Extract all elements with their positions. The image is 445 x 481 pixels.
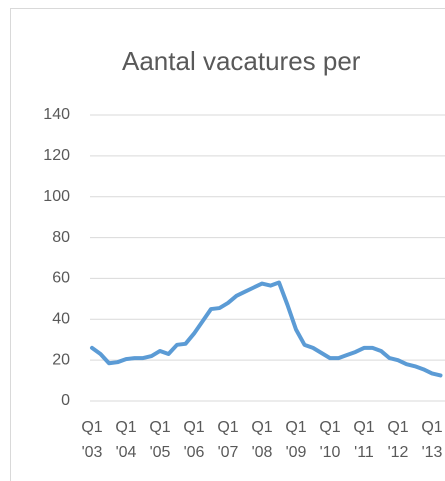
y-tick-label: 80 [52,229,70,246]
x-tick-label: Q1 '13 [421,419,443,461]
x-tick-label: Q1 '11 [353,419,375,461]
y-tick-label: 0 [61,392,70,409]
x-tick-label: Q1 '10 [319,419,341,461]
y-tick-label: 60 [52,270,70,287]
chart-border [10,8,445,481]
y-tick-label: 100 [43,188,70,205]
x-tick-label: Q1 '08 [251,419,273,461]
y-tick-label: 20 [52,351,70,368]
x-tick-label: Q1 '05 [149,419,171,461]
y-tick-label: 40 [52,311,70,328]
y-tick-label: 140 [43,106,70,123]
x-tick-label: Q1 '03 [81,419,103,461]
x-tick-label: Q1 '07 [217,419,239,461]
chart-title: Aantal vacatures per [122,46,361,76]
y-tick-label: 120 [43,147,70,164]
line [90,280,443,378]
x-tick-label: Q1 '06 [183,419,205,461]
x-tick-label: Q1 '09 [285,419,307,461]
x-tick-label: Q1 '12 [387,419,409,461]
x-tick-label: Q1 '04 [115,419,137,461]
